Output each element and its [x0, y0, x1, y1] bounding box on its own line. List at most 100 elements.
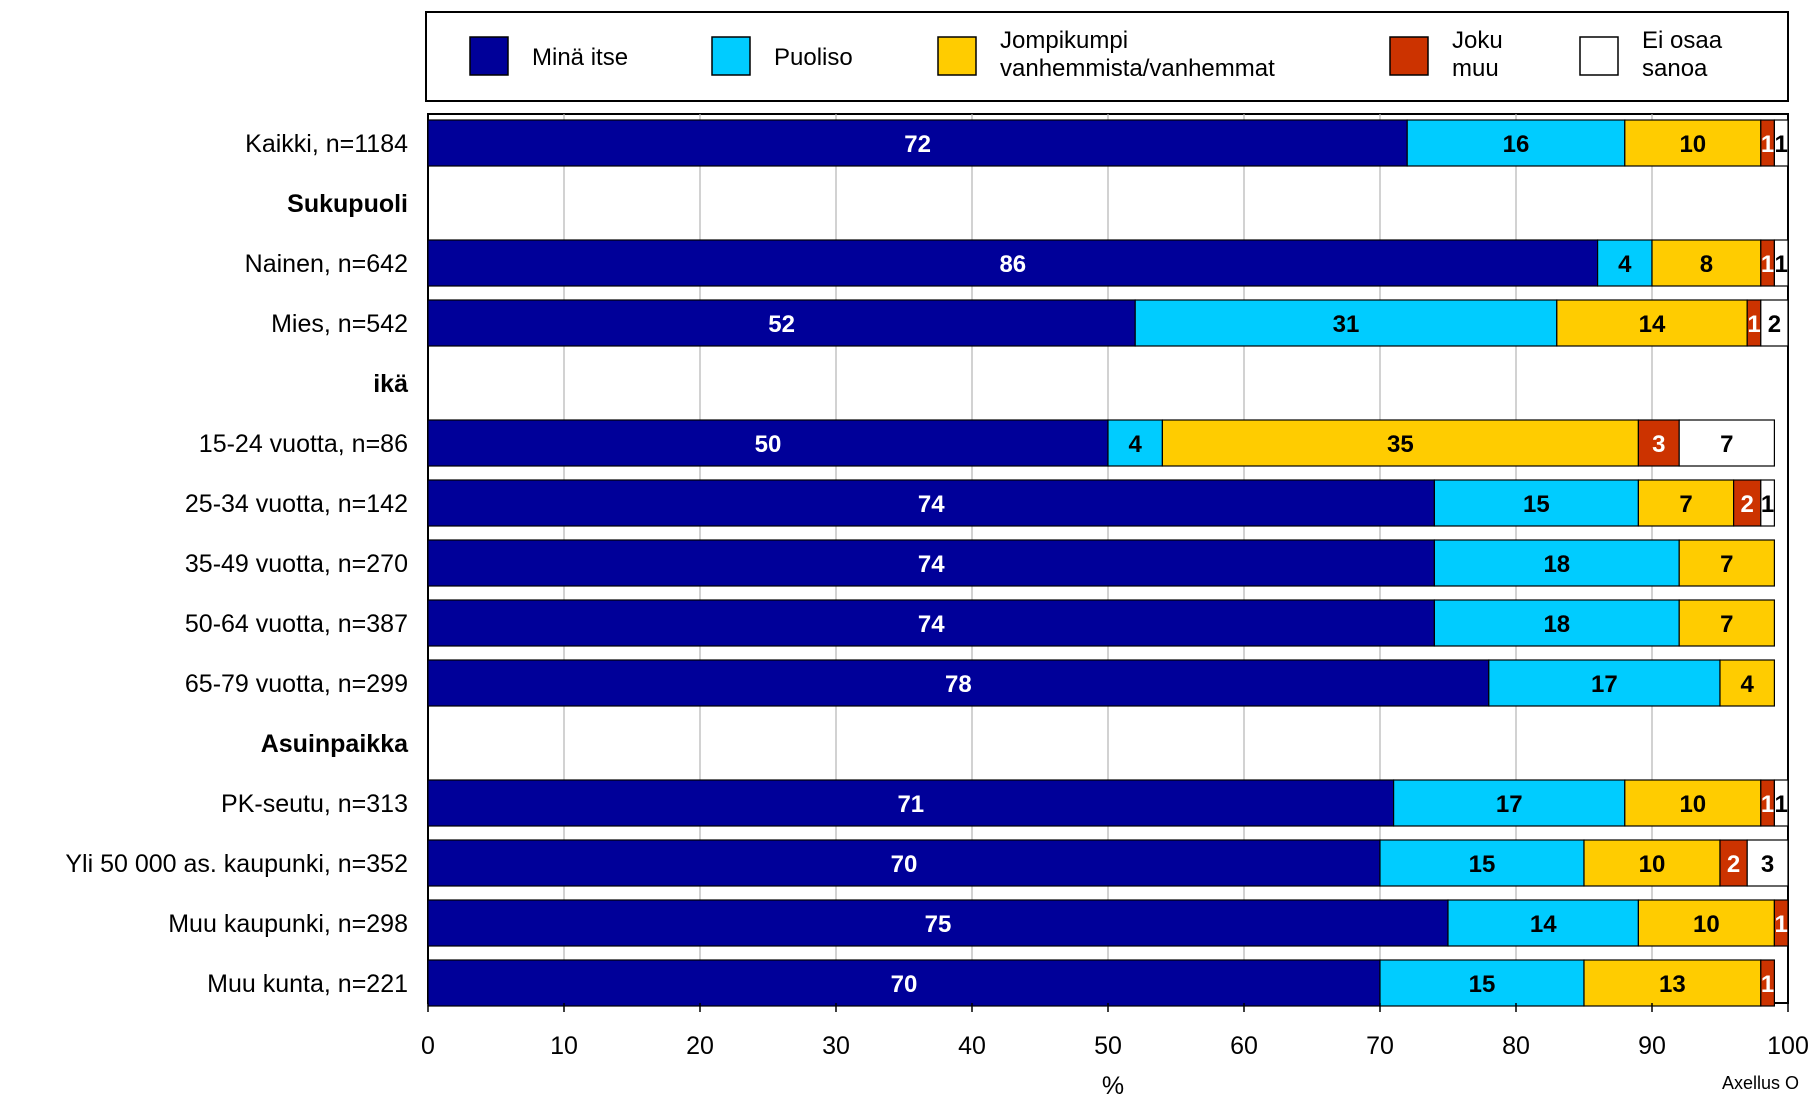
- legend-label: sanoa: [1642, 55, 1708, 82]
- data-label: 2: [1727, 851, 1740, 878]
- data-label: 13: [1659, 971, 1686, 998]
- row-label: 65-79 vuotta, n=299: [185, 670, 408, 698]
- bar-segment: [1107, 419, 1164, 467]
- data-label: 10: [1693, 911, 1720, 938]
- legend-label: Jompikumpi: [1000, 27, 1128, 54]
- bar-segment: [427, 779, 1395, 827]
- x-tick-label: 0: [421, 1032, 435, 1060]
- data-label: 15: [1523, 491, 1550, 518]
- row-label: 25-34 vuotta, n=142: [185, 490, 408, 518]
- bar-segment: [427, 839, 1381, 887]
- data-label: 1: [1761, 791, 1774, 818]
- group-header: Asuinpaikka: [261, 730, 409, 758]
- legend-box: [425, 11, 1789, 102]
- data-label: 7: [1679, 491, 1692, 518]
- bar-segment: [1433, 599, 1680, 647]
- data-label: 52: [768, 311, 795, 338]
- bar-segment: [1161, 419, 1640, 467]
- data-label: 1: [1775, 131, 1788, 158]
- bar-segment: [1773, 119, 1789, 167]
- bar-segment: [1406, 119, 1626, 167]
- bar-segment: [1379, 839, 1585, 887]
- x-tick-label: 90: [1638, 1032, 1666, 1060]
- x-tick-label: 30: [822, 1032, 850, 1060]
- bar-segment: [1433, 479, 1640, 527]
- data-label: 4: [1741, 671, 1755, 698]
- row-label: Yli 50 000 as. kaupunki, n=352: [65, 850, 408, 878]
- legend-swatch: [1579, 36, 1619, 76]
- data-label: 10: [1679, 131, 1706, 158]
- bar-segment: [1596, 239, 1653, 287]
- data-label: 10: [1639, 851, 1666, 878]
- row-label: 35-49 vuotta, n=270: [185, 550, 408, 578]
- data-label: 1: [1761, 491, 1774, 518]
- data-label: 35: [1387, 431, 1414, 458]
- data-label: 8: [1700, 251, 1713, 278]
- data-label: 1: [1761, 131, 1774, 158]
- bar-segment: [427, 959, 1381, 1007]
- row-label: 50-64 vuotta, n=387: [185, 610, 408, 638]
- data-label: 50: [755, 431, 782, 458]
- bar-segment: [1746, 839, 1789, 887]
- data-label: 74: [918, 551, 945, 578]
- data-label: 1: [1775, 791, 1788, 818]
- legend-swatch: [711, 36, 751, 76]
- bar-segment: [1678, 599, 1775, 647]
- bar-segment: [1773, 239, 1789, 287]
- data-label: 4: [1618, 251, 1632, 278]
- bar-segment: [1379, 959, 1585, 1007]
- data-label: 18: [1543, 551, 1570, 578]
- bar-segment: [1732, 479, 1762, 527]
- legend-label: Ei osaa: [1642, 27, 1723, 54]
- data-label: 7: [1720, 611, 1733, 638]
- bar-segment: [1392, 779, 1626, 827]
- watermark-text: Axellus O: [1722, 1073, 1799, 1093]
- legend-label: muu: [1452, 55, 1499, 82]
- data-label: 1: [1775, 911, 1788, 938]
- bar-segment: [1583, 839, 1721, 887]
- bar-segment: [1773, 779, 1789, 827]
- data-label: 3: [1652, 431, 1665, 458]
- bar-segment: [427, 899, 1449, 947]
- bar-segment: [427, 599, 1436, 647]
- x-tick-label: 100: [1767, 1032, 1809, 1060]
- bar-segment: [1678, 539, 1775, 587]
- data-label: 1: [1761, 971, 1774, 998]
- bar-segment: [1678, 419, 1775, 467]
- bar-segment: [427, 659, 1490, 707]
- legend: Minä itse Puoliso Jompikumpivanhemmista/va…: [425, 11, 1789, 102]
- x-tick-label: 70: [1366, 1032, 1394, 1060]
- bar-segment: [1760, 959, 1776, 1007]
- data-label: 10: [1679, 791, 1706, 818]
- data-label: 15: [1469, 971, 1496, 998]
- bar-segment: [427, 119, 1408, 167]
- bar-segment: [1719, 839, 1748, 887]
- data-label: 16: [1503, 131, 1530, 158]
- data-label: 3: [1761, 851, 1774, 878]
- x-tick-label: 10: [550, 1032, 578, 1060]
- group-header: Sukupuoli: [287, 190, 408, 218]
- bar-segment: [1488, 659, 1721, 707]
- legend-swatch: [469, 36, 509, 76]
- bar-segment: [1637, 899, 1776, 947]
- data-label: 1: [1747, 311, 1760, 338]
- data-label: 1: [1775, 251, 1788, 278]
- data-label: 18: [1543, 611, 1570, 638]
- bars: 72 16 10 1 186 4 8 1 152 31 14 1 250 4 35 3 774 15 7 2 174 18…: [427, 119, 1789, 1007]
- bar-segment: [427, 299, 1136, 347]
- x-tick-label: 20: [686, 1032, 714, 1060]
- x-tick-label: 80: [1502, 1032, 1530, 1060]
- data-label: 75: [925, 911, 952, 938]
- bar-segment: [1134, 299, 1558, 347]
- legend-swatch: [937, 36, 977, 76]
- data-label: 74: [918, 611, 945, 638]
- bar-segment: [1651, 239, 1762, 287]
- bar-segment: [1760, 299, 1789, 347]
- bar-segment: [427, 239, 1599, 287]
- row-labels: Kaikki, n=1184 Sukupuoli Nainen, n=642 Mies…: [65, 130, 409, 998]
- legend-label: Puoliso: [774, 44, 853, 71]
- row-label: Mies, n=542: [271, 310, 408, 338]
- row-label: Muu kunta, n=221: [207, 970, 408, 998]
- data-label: 31: [1333, 311, 1360, 338]
